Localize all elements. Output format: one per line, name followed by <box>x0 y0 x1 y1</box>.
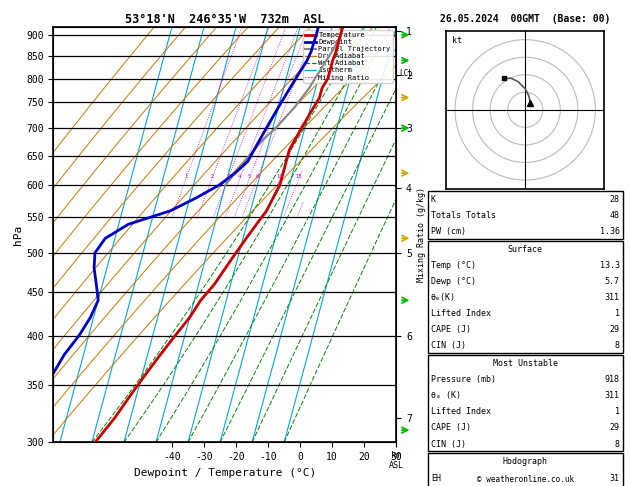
Text: 29: 29 <box>610 423 620 433</box>
Text: © weatheronline.co.uk: © weatheronline.co.uk <box>477 474 574 484</box>
Text: θₑ (K): θₑ (K) <box>431 391 461 400</box>
Text: 31: 31 <box>610 473 620 483</box>
Text: 5: 5 <box>248 174 251 178</box>
Text: CIN (J): CIN (J) <box>431 341 466 350</box>
Title: 53°18'N  246°35'W  732m  ASL: 53°18'N 246°35'W 732m ASL <box>125 13 325 26</box>
Text: 1.36: 1.36 <box>599 227 620 236</box>
Text: LCL: LCL <box>399 69 414 78</box>
Text: Dewp (°C): Dewp (°C) <box>431 277 476 286</box>
Text: 4: 4 <box>238 174 242 178</box>
Text: 28: 28 <box>610 195 620 204</box>
Text: Surface: Surface <box>508 245 543 254</box>
Text: 311: 311 <box>604 293 620 302</box>
Text: CIN (J): CIN (J) <box>431 439 466 449</box>
Y-axis label: hPa: hPa <box>13 225 23 244</box>
Text: 1: 1 <box>615 309 620 318</box>
Text: 8: 8 <box>615 439 620 449</box>
Text: kt: kt <box>452 36 462 45</box>
X-axis label: Dewpoint / Temperature (°C): Dewpoint / Temperature (°C) <box>134 468 316 478</box>
Text: Most Unstable: Most Unstable <box>493 359 558 368</box>
Text: Pressure (mb): Pressure (mb) <box>431 375 496 384</box>
Text: PW (cm): PW (cm) <box>431 227 466 236</box>
Text: Hodograph: Hodograph <box>503 457 548 467</box>
Text: θₑ(K): θₑ(K) <box>431 293 456 302</box>
Text: Lifted Index: Lifted Index <box>431 407 491 417</box>
Text: 918: 918 <box>604 375 620 384</box>
Text: 29: 29 <box>610 325 620 334</box>
Text: 311: 311 <box>604 391 620 400</box>
Text: CAPE (J): CAPE (J) <box>431 423 471 433</box>
Legend: Temperature, Dewpoint, Parcel Trajectory, Dry Adiabat, Wet Adiabat, Isotherm, Mi: Temperature, Dewpoint, Parcel Trajectory… <box>303 30 392 83</box>
Text: km
ASL: km ASL <box>389 451 404 470</box>
Text: 3: 3 <box>226 174 230 178</box>
Text: 1: 1 <box>615 407 620 417</box>
Text: 26.05.2024  00GMT  (Base: 00): 26.05.2024 00GMT (Base: 00) <box>440 14 610 24</box>
Text: 8: 8 <box>615 341 620 350</box>
Text: Totals Totals: Totals Totals <box>431 211 496 220</box>
Text: 2: 2 <box>210 174 214 178</box>
Text: Lifted Index: Lifted Index <box>431 309 491 318</box>
Y-axis label: Mixing Ratio (g/kg): Mixing Ratio (g/kg) <box>418 187 426 282</box>
Text: 10: 10 <box>277 174 283 178</box>
Text: K: K <box>431 195 436 204</box>
Text: 5.7: 5.7 <box>604 277 620 286</box>
Text: 6: 6 <box>255 174 259 178</box>
Text: 13.3: 13.3 <box>599 261 620 270</box>
Text: 48: 48 <box>610 211 620 220</box>
Text: EH: EH <box>431 473 441 483</box>
Text: CAPE (J): CAPE (J) <box>431 325 471 334</box>
Text: Temp (°C): Temp (°C) <box>431 261 476 270</box>
Text: 1: 1 <box>184 174 187 178</box>
Text: 15: 15 <box>296 174 303 178</box>
